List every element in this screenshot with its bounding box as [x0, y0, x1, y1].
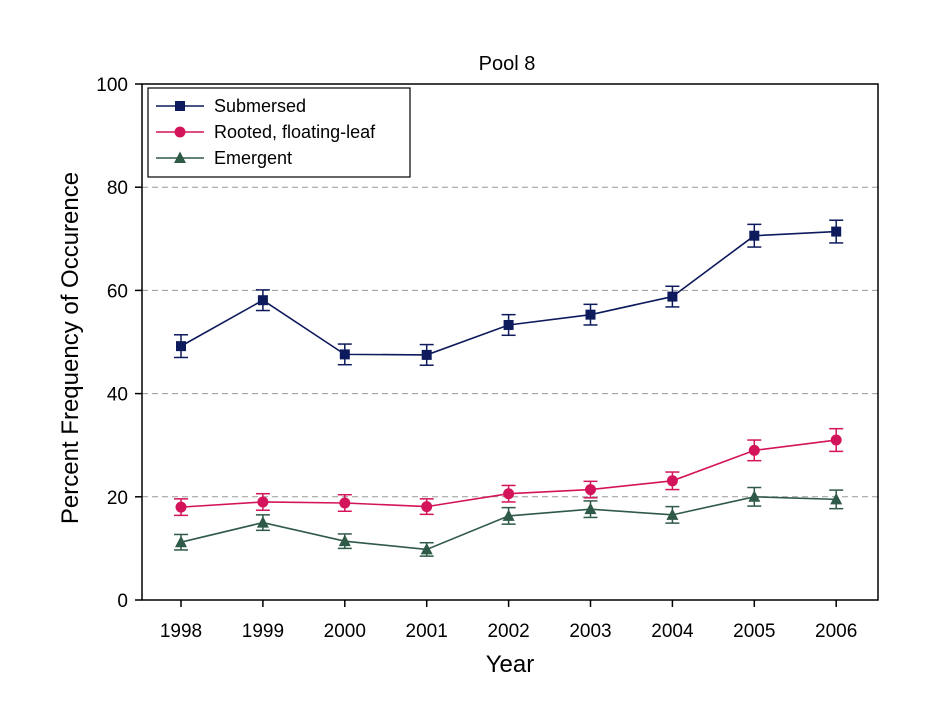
data-point-2-0: [175, 535, 187, 548]
series-1: [174, 427, 844, 517]
x-tick-label-1999: 1999: [242, 621, 284, 642]
data-point-0-7: [749, 230, 760, 241]
data-point-2-1: [256, 516, 269, 528]
data-point-1-6: [666, 475, 678, 487]
series-2: [174, 486, 844, 557]
y-tick-label-60: 60: [107, 281, 128, 302]
y-axis-title: Percent Frequency of Occurence: [57, 172, 84, 524]
data-point-0-6: [667, 291, 678, 302]
data-point-1-8: [830, 434, 842, 446]
data-point-1-5: [585, 484, 596, 496]
x-tick-label-1998: 1998: [160, 621, 202, 642]
data-point-0-3: [421, 349, 432, 360]
x-tick-label-2000: 2000: [324, 621, 366, 642]
data-point-0-4: [503, 319, 514, 330]
data-point-0-8: [831, 226, 842, 237]
data-point-0-2: [339, 349, 350, 360]
data-point-0-5: [585, 309, 596, 320]
x-axis-title: Year: [486, 651, 535, 678]
y-axis: 0 20 40 60 80 100: [96, 75, 142, 612]
y-tick-label-80: 80: [107, 178, 128, 199]
x-tick-label-2004: 2004: [651, 621, 694, 642]
y-tick-label-0: 0: [117, 591, 128, 612]
legend-label-2: Emergent: [214, 148, 292, 168]
x-tick-label-2006: 2006: [815, 621, 857, 642]
x-tick-label-2005: 2005: [733, 621, 775, 642]
data-point-1-0: [175, 501, 187, 513]
y-tick-label-100: 100: [96, 75, 128, 96]
legend: Submersed Rooted, floating-leaf Emergent: [147, 87, 411, 178]
data-point-0-1: [257, 295, 268, 306]
data-point-1-1: [257, 496, 269, 508]
data-point-1-2: [339, 497, 351, 509]
data-point-2-6: [666, 508, 679, 520]
x-tick-label-2003: 2003: [569, 621, 611, 642]
y-tick-label-20: 20: [107, 488, 128, 509]
data-point-1-7: [748, 444, 760, 456]
x-axis: 1998 1999 2000 2001 2002 2003 2004 2005 2006: [160, 600, 857, 642]
legend-label-0: Submersed: [214, 96, 306, 116]
chart-title: Pool 8: [479, 53, 536, 75]
data-point-1-4: [503, 488, 515, 500]
legend-marker-0: [175, 101, 185, 111]
data-point-2-3: [420, 542, 433, 555]
y-tick-label-40: 40: [107, 385, 128, 406]
data-point-2-8: [830, 492, 843, 505]
legend-label-1: Rooted, floating-leaf: [214, 122, 376, 142]
x-tick-label-2002: 2002: [487, 621, 529, 642]
data-point-2-2: [338, 534, 351, 547]
data-point-2-4: [502, 509, 515, 521]
gridlines: [142, 186, 878, 498]
plot-area-frame: [141, 83, 879, 601]
series-line-0: [180, 230, 837, 356]
x-tick-label-2001: 2001: [406, 621, 448, 642]
data-point-2-5: [584, 502, 597, 515]
legend-marker-1: [174, 126, 186, 138]
series-0: [174, 219, 844, 366]
data-point-0-0: [176, 341, 186, 352]
data-point-2-7: [748, 490, 761, 502]
data-point-1-3: [421, 501, 433, 513]
series-layer: [174, 219, 844, 557]
legend-marker-2: [174, 151, 186, 163]
